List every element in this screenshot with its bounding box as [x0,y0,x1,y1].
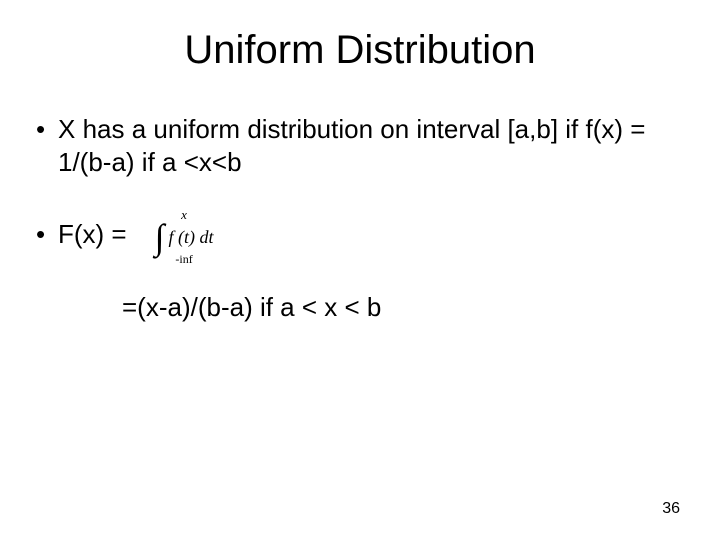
integral-symbol-icon: ∫ [155,219,165,255]
integral-integrand: f (t) dt [168,226,213,249]
integral-expression: x ∫ f (t) dt -inf [155,208,214,265]
bullet-text: X has a uniform distribution on interval… [58,113,684,178]
bullet-text-prefix: F(x) = [58,218,127,251]
integral-lower-limit: -inf [175,253,192,265]
slide-title: Uniform Distribution [36,28,684,73]
result-line: =(x-a)/(b-a) if a < x < b [122,291,684,324]
bullet-dot-icon: • [36,113,58,178]
slide-body: • X has a uniform distribution on interv… [36,113,684,324]
page-number: 36 [662,500,680,518]
bullet-dot-icon: • [36,218,58,251]
bullet-item: • X has a uniform distribution on interv… [36,113,684,178]
bullet-item: • F(x) = x ∫ f (t) dt -inf [36,206,684,263]
slide: Uniform Distribution • X has a uniform d… [0,0,720,540]
